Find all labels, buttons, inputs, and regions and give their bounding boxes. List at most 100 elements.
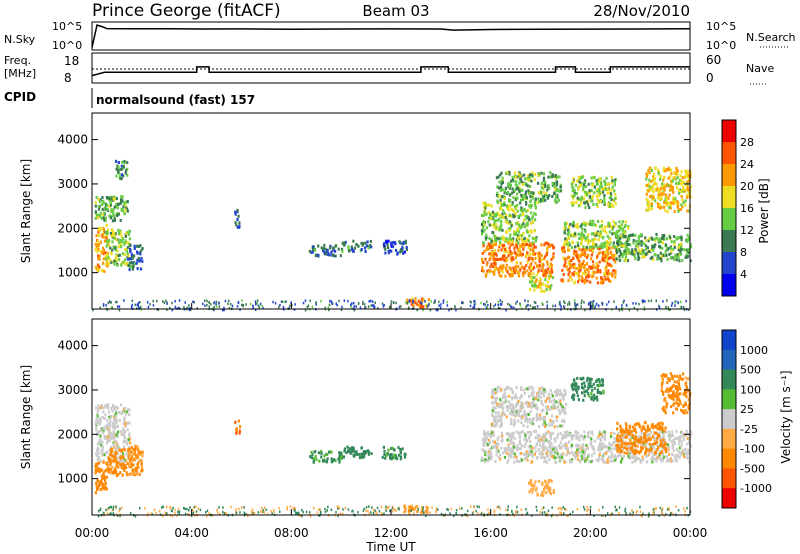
heatmap-cell bbox=[434, 301, 436, 304]
heatmap-cell bbox=[124, 258, 127, 262]
heatmap-cell bbox=[520, 243, 523, 247]
heatmap-cell bbox=[341, 241, 344, 245]
heatmap-cell bbox=[621, 433, 624, 437]
heatmap-cell bbox=[552, 491, 555, 494]
heatmap-cell bbox=[668, 202, 671, 206]
heatmap-cell bbox=[574, 234, 577, 238]
heatmap-cell bbox=[534, 245, 537, 249]
heatmap-cell bbox=[392, 456, 395, 460]
colorbar-tick-label: 16 bbox=[740, 202, 754, 215]
heatmap-cell bbox=[120, 245, 123, 249]
heatmap-cell bbox=[659, 187, 662, 191]
heatmap-cell bbox=[512, 266, 515, 270]
heatmap-cell bbox=[645, 184, 649, 187]
heatmap-cell bbox=[282, 305, 285, 309]
heatmap-cell bbox=[687, 177, 690, 181]
heatmap-cell bbox=[614, 271, 617, 275]
heatmap-cell bbox=[627, 453, 630, 456]
heatmap-cell bbox=[586, 238, 589, 242]
heatmap-cell bbox=[554, 187, 557, 191]
heatmap-cell bbox=[96, 250, 99, 254]
heatmap-cell bbox=[548, 458, 551, 462]
heatmap-cell bbox=[503, 392, 506, 396]
heatmap-cell bbox=[555, 415, 558, 419]
heatmap-cell bbox=[590, 306, 592, 309]
heatmap-cell bbox=[673, 442, 677, 446]
heatmap-cell bbox=[564, 237, 567, 241]
heatmap-cell bbox=[531, 419, 534, 423]
heatmap-cell bbox=[686, 194, 689, 197]
heatmap-cell bbox=[534, 239, 537, 243]
heatmap-cell bbox=[112, 433, 115, 437]
heatmap-cell bbox=[494, 460, 497, 463]
heatmap-cell bbox=[486, 269, 489, 273]
heatmap-cell bbox=[686, 442, 689, 446]
heatmap-cell bbox=[285, 300, 287, 303]
heatmap-cell bbox=[597, 194, 601, 198]
heatmap-cell bbox=[388, 305, 391, 309]
heatmap-cell bbox=[127, 233, 130, 236]
heatmap-cell bbox=[686, 450, 689, 454]
heatmap-cell bbox=[125, 232, 128, 236]
heatmap-cell bbox=[392, 301, 395, 304]
heatmap-cell bbox=[574, 456, 577, 460]
heatmap-cell bbox=[383, 453, 386, 456]
heatmap-cell bbox=[555, 400, 558, 404]
heatmap-cell bbox=[535, 488, 538, 492]
heatmap-cell bbox=[665, 253, 668, 257]
heatmap-cell bbox=[218, 302, 220, 305]
heatmap-cell bbox=[575, 201, 578, 205]
heatmap-cell bbox=[559, 398, 562, 402]
heatmap-cell bbox=[420, 299, 423, 303]
heatmap-cell bbox=[486, 305, 489, 309]
heatmap-cell bbox=[516, 196, 519, 200]
heatmap-cell bbox=[492, 210, 495, 214]
heatmap-cell bbox=[683, 308, 686, 312]
heatmap-cell bbox=[540, 269, 543, 273]
heatmap-cell bbox=[621, 220, 625, 224]
heatmap-cell bbox=[534, 449, 537, 453]
heatmap-cell bbox=[115, 258, 118, 261]
heatmap-cell bbox=[572, 452, 575, 456]
heatmap-cell bbox=[497, 415, 500, 418]
heatmap-cell bbox=[612, 253, 615, 257]
heatmap-cell bbox=[511, 255, 514, 259]
heatmap-cell bbox=[680, 305, 683, 309]
heatmap-cell bbox=[559, 441, 562, 445]
heatmap-cell bbox=[508, 394, 511, 398]
heatmap-cell bbox=[511, 451, 514, 455]
heatmap-cell bbox=[515, 238, 519, 242]
heatmap-cell bbox=[525, 264, 528, 268]
heatmap-cell bbox=[606, 449, 609, 453]
heatmap-cell bbox=[360, 452, 363, 456]
heatmap-cell bbox=[527, 239, 530, 243]
power-heatmap bbox=[92, 159, 693, 312]
heatmap-cell bbox=[409, 505, 412, 509]
heatmap-cell bbox=[602, 252, 605, 256]
heatmap-cell bbox=[607, 188, 610, 192]
colorbar-tick-label: 8 bbox=[740, 246, 747, 259]
heatmap-cell bbox=[537, 448, 541, 452]
heatmap-cell bbox=[482, 225, 485, 229]
heatmap-cell bbox=[644, 431, 647, 435]
heatmap-cell bbox=[573, 453, 576, 457]
heatmap-cell bbox=[502, 209, 505, 213]
heatmap-cell bbox=[636, 308, 639, 312]
heatmap-cell bbox=[487, 211, 490, 215]
heatmap-cell bbox=[522, 232, 525, 235]
heatmap-cell bbox=[550, 452, 553, 456]
heatmap-cell bbox=[569, 275, 572, 279]
heatmap-cell bbox=[534, 480, 537, 484]
heatmap-cell bbox=[624, 235, 627, 239]
heatmap-cell bbox=[367, 449, 370, 453]
heatmap-cell bbox=[501, 403, 504, 407]
heatmap-cell bbox=[671, 301, 674, 305]
heatmap-cell bbox=[529, 221, 532, 225]
heatmap-cell bbox=[531, 196, 534, 200]
heatmap-cell bbox=[107, 256, 110, 260]
heatmap-cell bbox=[519, 442, 522, 445]
heatmap-cell bbox=[515, 180, 518, 184]
heatmap-cell bbox=[602, 442, 605, 446]
heatmap-cell bbox=[111, 196, 114, 200]
heatmap-cell bbox=[579, 184, 583, 187]
